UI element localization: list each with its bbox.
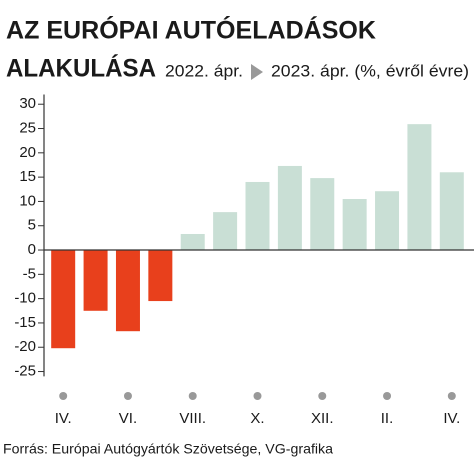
bar bbox=[245, 181, 270, 251]
subtitle-end: 2023. ápr. (%, évről évre) bbox=[271, 61, 469, 80]
x-tick-label: IV. bbox=[55, 410, 72, 427]
y-tick-label: -15 bbox=[14, 314, 36, 331]
y-tick-label: 20 bbox=[19, 144, 36, 161]
bar bbox=[310, 178, 335, 251]
bar bbox=[439, 172, 464, 251]
x-tick-label: VIII. bbox=[179, 410, 206, 427]
x-tick-dot bbox=[253, 392, 262, 400]
x-tick-label: IV. bbox=[443, 410, 460, 427]
y-tick-label: -25 bbox=[14, 363, 36, 380]
y-tick-label: -5 bbox=[23, 265, 36, 282]
y-tick-label: 10 bbox=[19, 192, 36, 209]
arrow-icon bbox=[251, 64, 263, 80]
y-tick-label: 0 bbox=[28, 241, 36, 258]
bar bbox=[115, 250, 140, 332]
bar bbox=[375, 191, 400, 251]
x-tick-dot bbox=[447, 392, 456, 400]
bar bbox=[342, 198, 367, 251]
bar bbox=[148, 250, 173, 302]
y-tick-label: 25 bbox=[19, 119, 36, 136]
x-tick-dot bbox=[383, 392, 392, 400]
chart-title: AZ EURÓPAI AUTÓELADÁSOK bbox=[6, 15, 376, 45]
x-tick-dot bbox=[123, 392, 132, 400]
subtitle-start: 2022. ápr. bbox=[165, 61, 243, 80]
x-tick-label: X. bbox=[250, 410, 264, 427]
bar bbox=[51, 250, 76, 349]
chart-title-line2: ALAKULÁSA bbox=[6, 54, 156, 83]
x-tick-label: VI. bbox=[119, 410, 137, 427]
x-tick-dot bbox=[59, 392, 68, 400]
source-note: Forrás: Európai Autógyártók Szövetsége, … bbox=[3, 441, 333, 457]
y-tick-label: -20 bbox=[14, 338, 36, 355]
y-tick-label: 30 bbox=[19, 95, 36, 112]
x-tick-dot bbox=[188, 392, 197, 400]
x-tick-label: II. bbox=[381, 410, 394, 427]
bar bbox=[213, 212, 238, 251]
x-tick-dot bbox=[318, 392, 327, 400]
bar bbox=[407, 124, 432, 251]
bar bbox=[180, 233, 205, 251]
bar bbox=[277, 165, 302, 251]
bar bbox=[83, 250, 108, 311]
y-tick-label: 15 bbox=[19, 168, 36, 185]
y-tick-label: 5 bbox=[28, 217, 36, 234]
y-tick-label: -10 bbox=[14, 290, 36, 307]
x-tick-label: XII. bbox=[311, 410, 334, 427]
